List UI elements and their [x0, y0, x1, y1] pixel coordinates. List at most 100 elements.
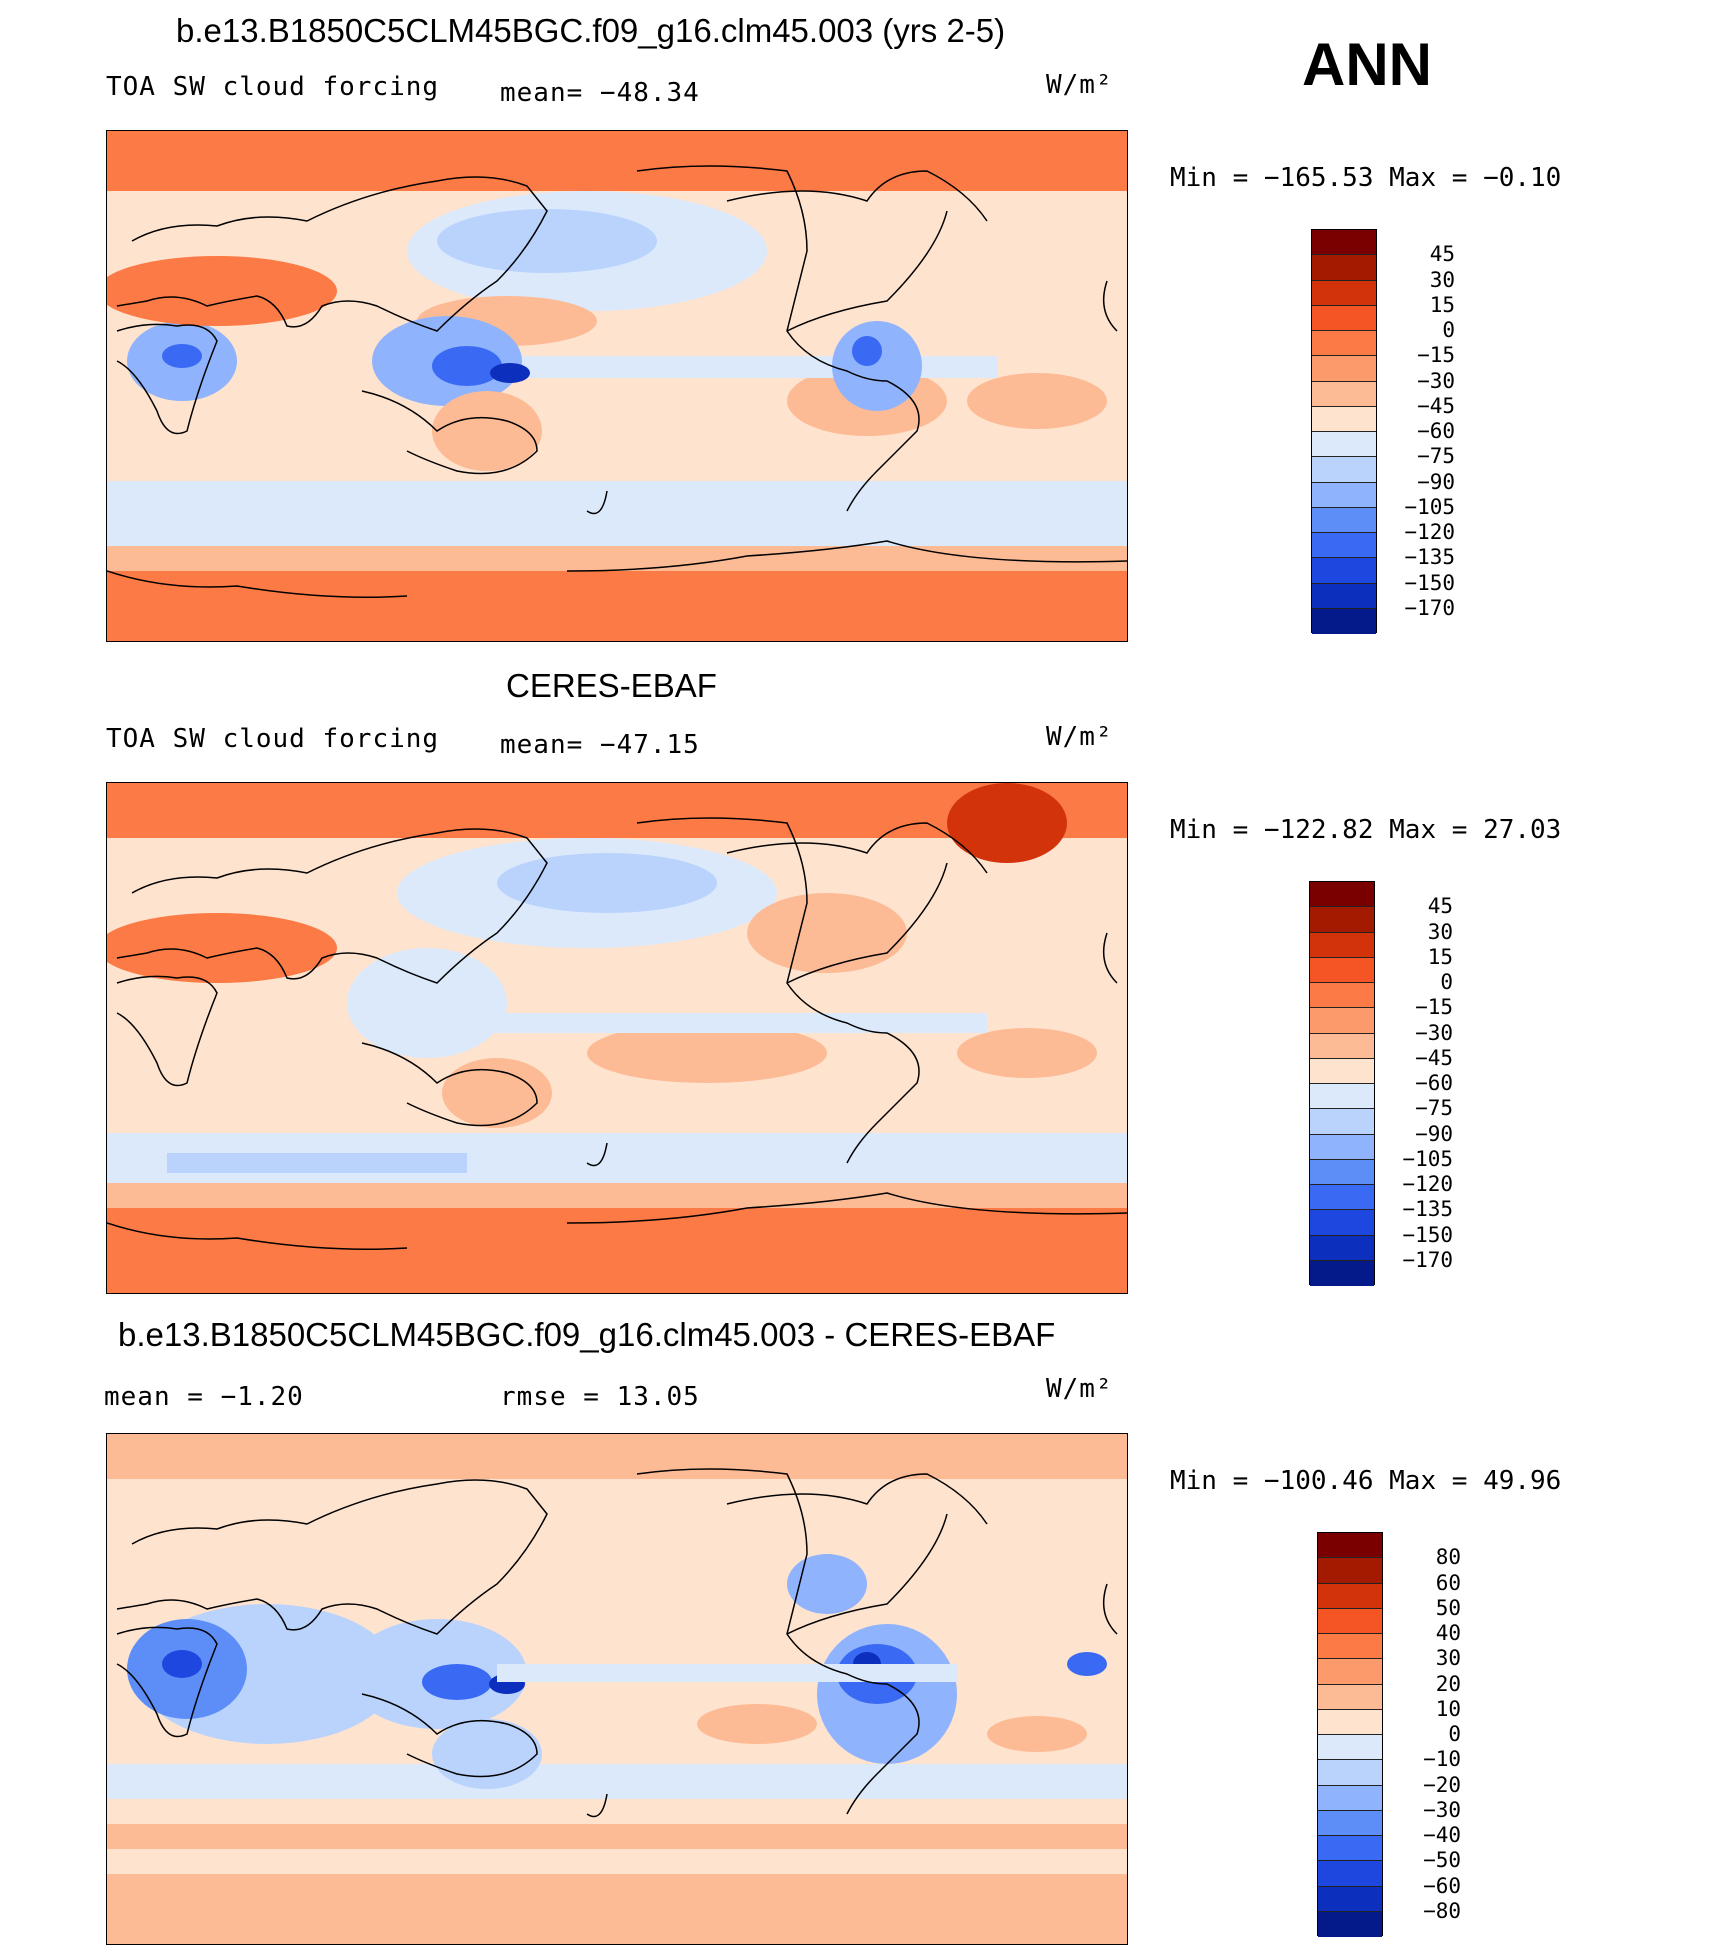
panel1-colorbar-labels: 45 30 15 0 −15 −30 −45 −60 −75 −90 −105 −120 −135 −15…: [1377, 229, 1455, 633]
colorbar-tick-label: 60: [1435, 1570, 1461, 1595]
colorbar-swatch: [1310, 1185, 1374, 1211]
colorbar-tick-label: 20: [1435, 1671, 1461, 1696]
colorbar-tick-label: 0: [1442, 318, 1455, 342]
colorbar-swatch: [1312, 608, 1376, 634]
panel3-colorbar-labels: 80 60 50 40 30 20 10 0 −10 −20 −30 −40 −50 −60 −80: [1383, 1532, 1461, 1936]
season-label: ANN: [1302, 31, 1432, 98]
colorbar-tick-label: −10: [1423, 1747, 1461, 1772]
colorbar-tick-label: 50: [1435, 1595, 1461, 1620]
colorbar-swatch: [1318, 1709, 1382, 1735]
colorbar-tick-label: −60: [1423, 1873, 1461, 1898]
colorbar-swatch: [1318, 1886, 1382, 1912]
colorbar-swatch: [1318, 1735, 1382, 1761]
colorbar-tick-label: 80: [1435, 1545, 1461, 1570]
colorbar-swatch: [1310, 1109, 1374, 1135]
panel2-colorbar-labels: 45 30 15 0 −15 −30 −45 −60 −75 −90 −105 −120 −135 −15…: [1375, 881, 1453, 1285]
colorbar-tick-label: 0: [1440, 970, 1453, 994]
colorbar-swatch: [1312, 457, 1376, 483]
colorbar-swatch: [1318, 1583, 1382, 1609]
colorbar-tick-label: 15: [1427, 944, 1453, 969]
colorbar-swatch: [1310, 983, 1374, 1009]
colorbar-swatch: [1310, 1235, 1374, 1261]
colorbar-swatch: [1312, 432, 1376, 458]
colorbar-swatch: [1318, 1760, 1382, 1786]
panel1-variable-label: TOA SW cloud forcing: [106, 72, 440, 102]
colorbar-swatch: [1310, 1134, 1374, 1160]
colorbar-tick-label: −135: [1402, 1197, 1453, 1222]
colorbar-swatch: [1310, 1260, 1374, 1286]
colorbar-swatch: [1318, 1608, 1382, 1634]
colorbar-swatch: [1318, 1684, 1382, 1710]
colorbar-swatch: [1312, 255, 1376, 281]
colorbar-swatch: [1310, 882, 1374, 908]
colorbar-tick-label: 30: [1427, 919, 1453, 944]
panel2-title: CERES-EBAF: [506, 667, 717, 704]
colorbar-tick-label: 30: [1429, 267, 1455, 292]
colorbar-tick-label: −120: [1402, 1172, 1453, 1196]
colorbar-swatch: [1312, 583, 1376, 609]
panel3-mean-label: mean = −1.20: [104, 1382, 304, 1412]
colorbar-swatch: [1312, 482, 1376, 508]
colorbar-tick-label: −30: [1415, 1020, 1453, 1045]
colorbar-tick-label: −90: [1417, 469, 1455, 494]
colorbar-swatch: [1318, 1810, 1382, 1836]
colorbar-swatch: [1318, 1911, 1382, 1937]
colorbar-tick-label: −75: [1417, 444, 1455, 469]
panel3-map: [106, 1433, 1128, 1945]
colorbar-tick-label: −45: [1415, 1045, 1453, 1070]
colorbar-tick-label: −90: [1415, 1121, 1453, 1146]
panel1-mean-label: mean= −48.34: [500, 78, 700, 108]
panel2-mean-label: mean= −47.15: [500, 730, 700, 760]
panel3-minmax: Min = −100.46 Max = 49.96: [1170, 1466, 1562, 1496]
colorbar-tick-label: 40: [1435, 1621, 1461, 1645]
colorbar-swatch: [1310, 1058, 1374, 1084]
panel1-units: W/m²: [1046, 70, 1113, 100]
panel1-title: b.e13.B1850C5CLM45BGC.f09_g16.clm45.003 …: [176, 12, 1006, 49]
panel3-colorbar: [1317, 1532, 1383, 1937]
panel1-colorbar: [1311, 229, 1377, 634]
colorbar-tick-label: −105: [1404, 494, 1455, 519]
panel2-units: W/m²: [1046, 722, 1113, 752]
colorbar-tick-label: −75: [1415, 1096, 1453, 1121]
colorbar-tick-label: 0: [1448, 1722, 1461, 1746]
colorbar-tick-label: −60: [1417, 419, 1455, 443]
colorbar-tick-label: −60: [1415, 1071, 1453, 1095]
panel3-rmse-label: rmse = 13.05: [500, 1382, 700, 1412]
colorbar-tick-label: −15: [1417, 343, 1455, 368]
colorbar-tick-label: −170: [1402, 1247, 1453, 1272]
colorbar-swatch: [1310, 907, 1374, 933]
panel2-minmax: Min = −122.82 Max = 27.03: [1170, 815, 1562, 845]
colorbar-tick-label: −170: [1404, 595, 1455, 620]
colorbar-swatch: [1318, 1634, 1382, 1660]
colorbar-tick-label: −120: [1404, 520, 1455, 544]
colorbar-swatch: [1312, 305, 1376, 331]
colorbar-swatch: [1318, 1861, 1382, 1887]
colorbar-swatch: [1310, 932, 1374, 958]
colorbar-swatch: [1310, 1159, 1374, 1185]
colorbar-swatch: [1318, 1659, 1382, 1685]
panel3-title: b.e13.B1850C5CLM45BGC.f09_g16.clm45.003 …: [118, 1316, 1056, 1353]
colorbar-swatch: [1312, 280, 1376, 306]
colorbar-swatch: [1312, 558, 1376, 584]
colorbar-tick-label: −135: [1404, 545, 1455, 570]
colorbar-tick-label: −30: [1417, 368, 1455, 393]
colorbar-tick-label: 30: [1435, 1646, 1461, 1671]
colorbar-tick-label: −150: [1404, 570, 1455, 595]
colorbar-swatch: [1310, 1008, 1374, 1034]
colorbar-swatch: [1310, 957, 1374, 983]
colorbar-swatch: [1310, 1033, 1374, 1059]
colorbar-swatch: [1310, 1084, 1374, 1110]
colorbar-swatch: [1318, 1558, 1382, 1584]
colorbar-swatch: [1312, 507, 1376, 533]
colorbar-swatch: [1312, 230, 1376, 256]
colorbar-tick-label: −15: [1415, 995, 1453, 1020]
panel2-colorbar: [1309, 881, 1375, 1286]
panel2-variable-label: TOA SW cloud forcing: [106, 724, 440, 754]
colorbar-tick-label: 45: [1427, 894, 1453, 919]
panel1-minmax: Min = −165.53 Max = −0.10: [1170, 163, 1562, 193]
panel2-map: [106, 782, 1128, 1294]
panel3-units: W/m²: [1046, 1374, 1113, 1404]
colorbar-tick-label: −105: [1402, 1146, 1453, 1171]
colorbar-swatch: [1318, 1533, 1382, 1559]
colorbar-tick-label: 45: [1429, 242, 1455, 267]
